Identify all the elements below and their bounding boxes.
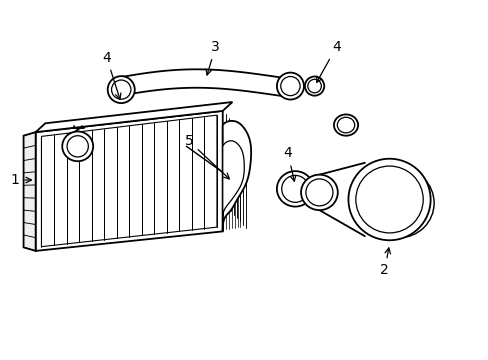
Text: 2: 2 <box>380 248 390 278</box>
Text: 3: 3 <box>205 40 220 75</box>
Ellipse shape <box>67 136 88 157</box>
Ellipse shape <box>111 80 131 99</box>
Text: 4: 4 <box>316 40 340 82</box>
Ellipse shape <box>307 79 321 93</box>
Ellipse shape <box>276 73 304 100</box>
Polygon shape <box>36 111 223 251</box>
Ellipse shape <box>62 131 93 161</box>
Ellipse shape <box>305 77 324 96</box>
Ellipse shape <box>281 175 308 202</box>
Ellipse shape <box>355 166 422 233</box>
Text: 4: 4 <box>102 51 121 99</box>
Ellipse shape <box>280 77 300 96</box>
Ellipse shape <box>305 179 332 206</box>
Ellipse shape <box>276 171 313 207</box>
Polygon shape <box>223 141 244 217</box>
Ellipse shape <box>364 168 433 238</box>
Polygon shape <box>222 121 251 231</box>
Ellipse shape <box>301 175 337 210</box>
Text: 4: 4 <box>283 147 295 181</box>
Ellipse shape <box>107 76 135 103</box>
Polygon shape <box>23 132 36 251</box>
Ellipse shape <box>348 159 430 240</box>
Ellipse shape <box>333 114 357 136</box>
Polygon shape <box>36 102 232 132</box>
Ellipse shape <box>337 117 354 133</box>
Text: 1: 1 <box>10 173 31 187</box>
Polygon shape <box>41 115 217 247</box>
Text: 5: 5 <box>184 134 229 179</box>
